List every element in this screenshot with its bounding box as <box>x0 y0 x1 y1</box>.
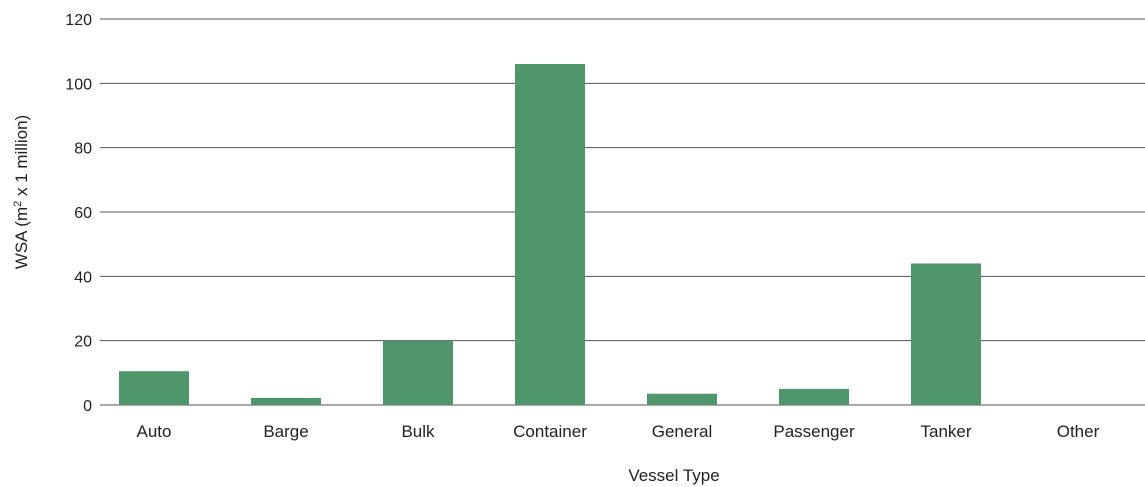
x-category-label: General <box>652 422 712 441</box>
x-category-label: Barge <box>263 422 308 441</box>
bar-bulk <box>383 340 453 405</box>
bar-auto <box>119 371 189 405</box>
x-category-label: Other <box>1057 422 1100 441</box>
y-axis-title-main: WSA (m <box>12 207 31 269</box>
bar-general <box>647 393 717 405</box>
x-category-label: Container <box>513 422 587 441</box>
y-tick-label: 80 <box>74 141 92 158</box>
x-axis-title: Vessel Type <box>628 466 719 485</box>
bar-barge <box>251 397 321 405</box>
x-category-label: Auto <box>137 422 172 441</box>
y-axis-title: WSA (m2 x 1 million) <box>12 115 31 269</box>
y-axis-title-sup: 2 <box>12 201 24 207</box>
grid-lines <box>100 18 1145 406</box>
x-category-label: Bulk <box>401 422 435 441</box>
y-tick-label: 20 <box>74 334 92 351</box>
y-tick-label: 60 <box>74 205 92 222</box>
y-tick-labels: 0 20 40 60 80 100 120 <box>65 12 92 415</box>
bars <box>119 64 981 406</box>
bar-container <box>515 64 585 406</box>
bar-passenger <box>779 388 849 405</box>
x-category-label: Tanker <box>920 422 971 441</box>
y-axis-title-suffix: x 1 million) <box>12 115 31 201</box>
bar-tanker <box>911 263 981 405</box>
x-category-label: Passenger <box>773 422 855 441</box>
y-tick-label: 0 <box>83 398 92 415</box>
y-tick-label: 120 <box>65 12 92 29</box>
y-tick-label: 100 <box>65 76 92 93</box>
x-category-labels: Auto Barge Bulk Container General Passenger Ta… <box>137 422 1100 441</box>
y-tick-label: 40 <box>74 269 92 286</box>
